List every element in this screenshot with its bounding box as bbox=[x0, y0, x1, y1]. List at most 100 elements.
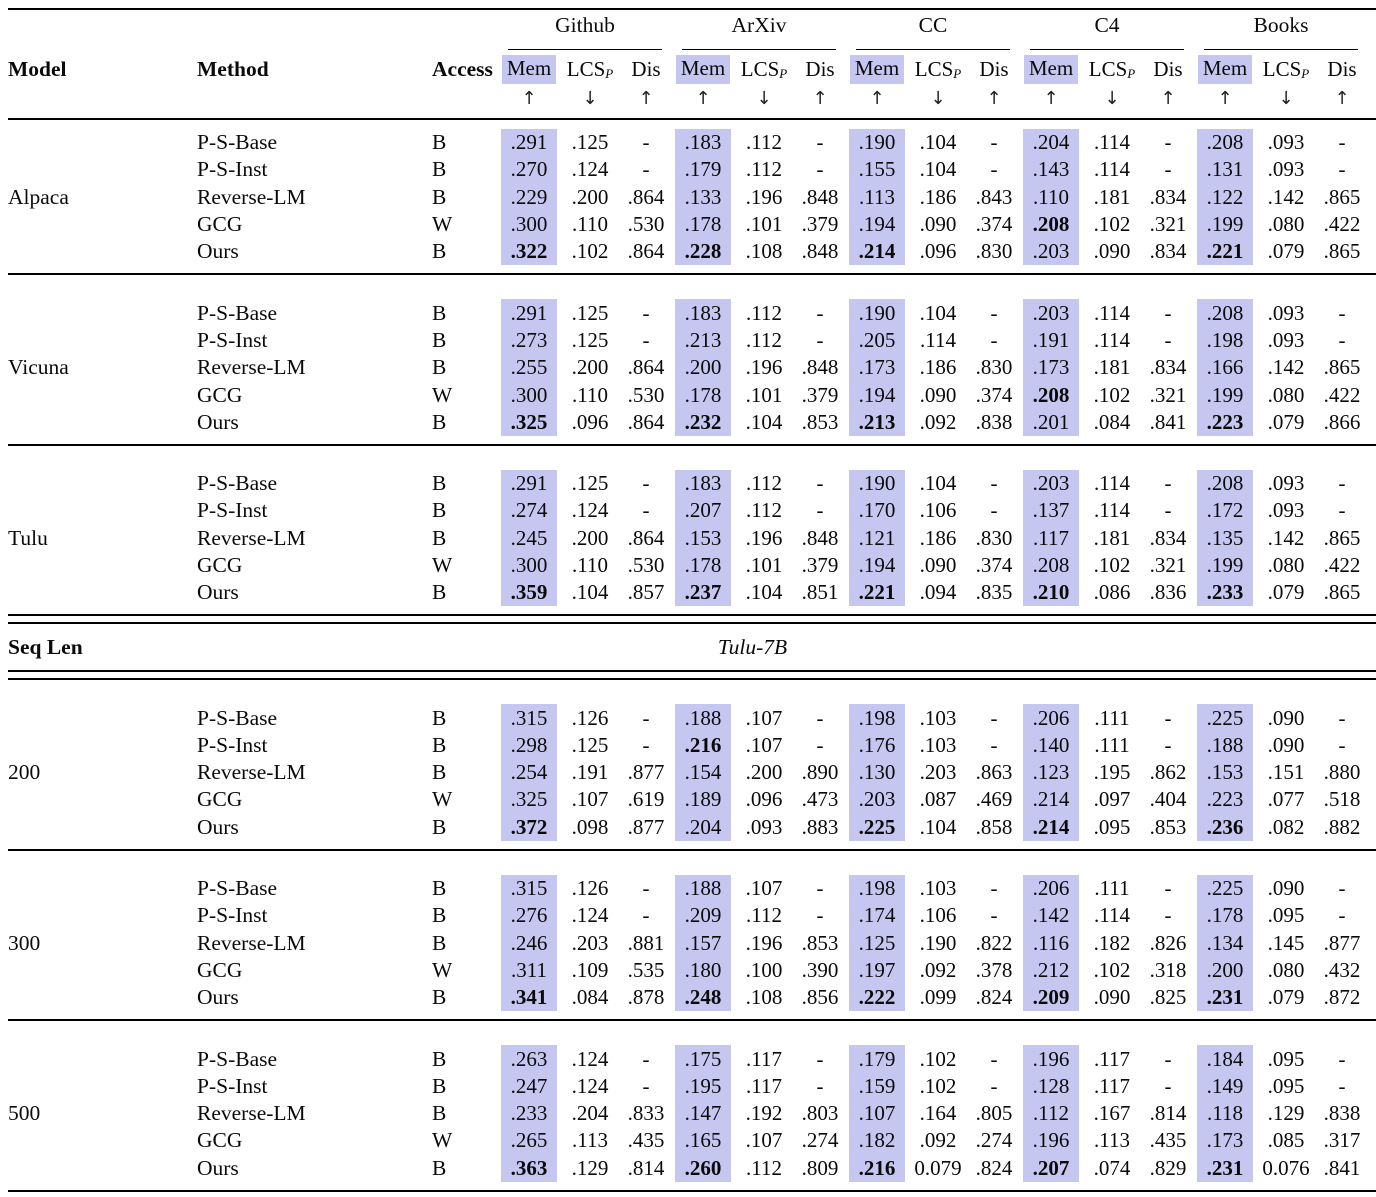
metric-value-cell: .173 bbox=[1020, 354, 1082, 382]
metric-value-cell: .183 bbox=[672, 299, 734, 328]
metric-value-cell: .856 bbox=[801, 985, 839, 1010]
metric-value-cell: .189 bbox=[672, 786, 734, 814]
group-name: Books bbox=[1253, 13, 1309, 37]
metric-value-cell: .196 bbox=[745, 355, 783, 380]
metric-value-cell: - bbox=[1164, 130, 1172, 155]
method-cell: Ours bbox=[197, 1155, 239, 1180]
metric-value-cell: .822 bbox=[975, 930, 1013, 955]
metric-value-cell: .142 bbox=[1267, 525, 1305, 550]
metric-value-cell: .864 bbox=[627, 355, 665, 380]
model-cell: Vicuna bbox=[8, 355, 69, 380]
metric-value-cell: .858 bbox=[975, 814, 1013, 839]
metric-value-cell: .110 bbox=[1020, 183, 1082, 212]
lcs-label: LCS bbox=[740, 56, 780, 81]
metric-value-cell: .208 bbox=[1194, 129, 1256, 157]
divider-rule bbox=[8, 273, 1376, 276]
metric-value-cell: .188 bbox=[672, 874, 734, 903]
metric-value-cell: .518 bbox=[1323, 787, 1361, 812]
metric-value-cell: .125 bbox=[571, 471, 609, 496]
metric-value-cell: .315 bbox=[498, 874, 560, 903]
metric-value-cell: - bbox=[642, 327, 650, 352]
metric-value-cell: .882 bbox=[1323, 814, 1361, 839]
metric-value-cell: .102 bbox=[1093, 957, 1131, 982]
access-cell: B bbox=[432, 705, 447, 730]
metric-value-cell: .374 bbox=[975, 212, 1013, 237]
down-arrow-icon: ↓ bbox=[582, 88, 598, 109]
metric-value-cell: .085 bbox=[1267, 1128, 1305, 1153]
table-row: P-S-Base B .315.126- .188.107- .198.103- .206… bbox=[8, 874, 1376, 903]
metric-value-cell: .229 bbox=[498, 183, 560, 212]
table-row: Ours B .359 .104 .857 .237 .104 .851 .221 .094 .83… bbox=[8, 579, 1376, 607]
metric-value-cell: - bbox=[1164, 705, 1172, 730]
metric-value-cell: .208 bbox=[1020, 551, 1082, 580]
metric-value-cell: .325 bbox=[498, 408, 560, 437]
metric-value-cell: .114 bbox=[1094, 498, 1130, 523]
metric-value-cell: .270 bbox=[498, 156, 560, 184]
metric-value-cell: .322 bbox=[498, 238, 560, 266]
metric-value-cell: .125 bbox=[571, 327, 609, 352]
metric-value-cell: .114 bbox=[1094, 903, 1130, 928]
metric-value-cell: .173 bbox=[846, 354, 908, 382]
metric-value-cell: .149 bbox=[1194, 1072, 1256, 1101]
down-arrow-icon: ↓ bbox=[930, 88, 946, 109]
metric-value-cell: .104 bbox=[919, 300, 957, 325]
metric-value-cell: .203 bbox=[1020, 299, 1082, 328]
metric-value-cell: .315 bbox=[498, 704, 560, 733]
col-header-dis: Dis bbox=[1327, 56, 1357, 81]
metric-value-cell: .864 bbox=[627, 525, 665, 550]
table-row: Ours B .363 .129 .814 .260 .112 .809 .216 0.079 .8… bbox=[8, 1154, 1376, 1183]
table-row: GCG W .265 .113 .435 .165 .107 .274 .182 .092 .274… bbox=[8, 1127, 1376, 1155]
down-arrow-icon: ↓ bbox=[1278, 88, 1294, 109]
metric-value-cell: .881 bbox=[627, 930, 665, 955]
metric-value-cell: .124 bbox=[571, 498, 609, 523]
group-name: C4 bbox=[1094, 13, 1120, 37]
metric-value-cell: .853 bbox=[1149, 814, 1187, 839]
metric-value-cell: .104 bbox=[571, 580, 609, 605]
model-cell bbox=[8, 409, 197, 436]
metric-value-cell: .260 bbox=[672, 1154, 734, 1183]
metric-value-cell: .824 bbox=[975, 1155, 1013, 1180]
metric-value-cell: .101 bbox=[745, 382, 783, 407]
metric-value-cell: .170 bbox=[846, 497, 908, 525]
metric-value-cell: .180 bbox=[672, 956, 734, 985]
metric-value-cell: .079 bbox=[1267, 985, 1305, 1010]
metric-value-cell: .836 bbox=[1149, 580, 1187, 605]
model-cell bbox=[8, 238, 197, 265]
metric-value-cell: .221 bbox=[1194, 238, 1256, 266]
up-arrow-icon: ↑ bbox=[812, 88, 828, 109]
metric-value-cell: .104 bbox=[745, 580, 783, 605]
metric-value-cell: .107 bbox=[571, 787, 609, 812]
metric-value-cell: .206 bbox=[1020, 874, 1082, 903]
access-cell: B bbox=[432, 985, 447, 1010]
metric-value-cell: .809 bbox=[801, 1155, 839, 1180]
metric-value-cell: .841 bbox=[1323, 1155, 1361, 1180]
up-arrow-icon: ↑ bbox=[1160, 88, 1176, 109]
divider-rule bbox=[8, 1019, 1376, 1022]
metric-value-cell: .079 bbox=[1267, 409, 1305, 434]
metric-value-cell: .208 bbox=[1020, 381, 1082, 409]
access-cell: B bbox=[432, 876, 447, 901]
metric-value-cell: .363 bbox=[498, 1154, 560, 1183]
model-cell bbox=[8, 786, 197, 813]
method-cell: GCG bbox=[197, 553, 243, 577]
divider-rule bbox=[8, 614, 1376, 625]
metric-value-cell: .145 bbox=[1267, 930, 1305, 955]
metric-value-cell: .473 bbox=[801, 787, 839, 812]
metric-value-cell: .865 bbox=[1323, 184, 1361, 209]
table-row: P-S-Base B .291.125- .183.112- .190.104- .203… bbox=[8, 469, 1376, 498]
method-cell: P-S-Base bbox=[197, 876, 278, 901]
metric-value-cell: .233 bbox=[1194, 579, 1256, 607]
metric-value-cell: .853 bbox=[801, 409, 839, 434]
metric-value-cell: .236 bbox=[1194, 813, 1256, 842]
metric-value-cell: .535 bbox=[627, 957, 665, 982]
metric-value-cell: .095 bbox=[1267, 903, 1305, 928]
metric-value-cell: .155 bbox=[846, 156, 908, 184]
metric-value-cell: .432 bbox=[1323, 957, 1361, 982]
metric-value-cell: .198 bbox=[1194, 326, 1256, 355]
metric-value-cell: .862 bbox=[1149, 760, 1187, 785]
col-header-method: Method bbox=[197, 56, 269, 81]
metric-value-cell: .080 bbox=[1267, 957, 1305, 982]
metric-value-cell: .265 bbox=[498, 1127, 560, 1155]
access-cell: B bbox=[432, 930, 447, 955]
metric-value-cell: .422 bbox=[1323, 553, 1361, 577]
